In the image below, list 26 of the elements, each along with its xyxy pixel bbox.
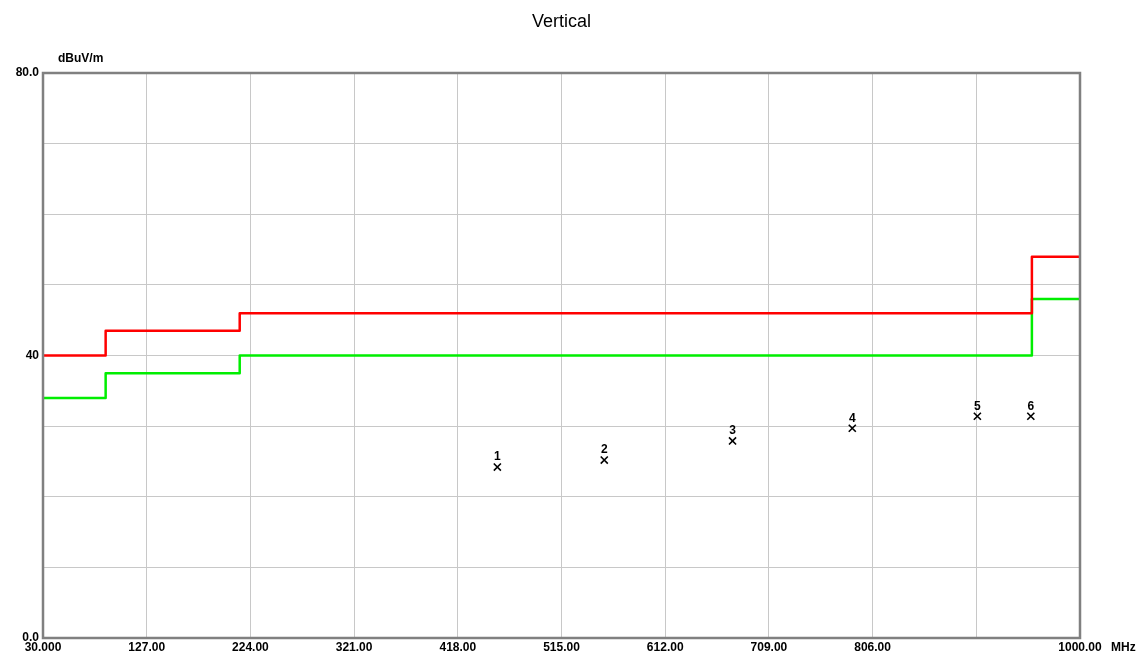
x-tick-label: 709.00 — [750, 639, 788, 654]
annotation: 2 — [600, 442, 608, 457]
y-tick-label: 40 — [25, 347, 40, 362]
x-tick-label: 806.00 — [854, 639, 892, 654]
y-tick-label: 80.0 — [15, 65, 40, 80]
y-axis-title: dBuV/m — [58, 51, 104, 66]
point — [973, 411, 982, 421]
point — [599, 455, 609, 465]
x-tick-label: 224.00 — [232, 639, 270, 654]
annotation: 3 — [729, 423, 737, 438]
annotation: 1 — [494, 449, 502, 464]
point — [728, 436, 737, 446]
x-tick-label: 612.00 — [646, 639, 684, 654]
x-axis-title: MHz — [1111, 640, 1136, 655]
point — [847, 423, 857, 433]
point — [493, 462, 502, 472]
x-tick-label: 418.00 — [439, 639, 477, 654]
x-tick-label: 515.00 — [543, 639, 581, 654]
chart-title: Vertical — [531, 10, 592, 31]
x-tick-label: 321.00 — [335, 639, 373, 654]
x-tick-label: 127.00 — [128, 639, 166, 654]
x-tick-label: 1000.00 — [1058, 639, 1103, 654]
annotation: 4 — [848, 410, 856, 425]
point — [1026, 411, 1036, 421]
annotation: 6 — [1027, 398, 1035, 413]
annotation: 5 — [974, 398, 982, 413]
